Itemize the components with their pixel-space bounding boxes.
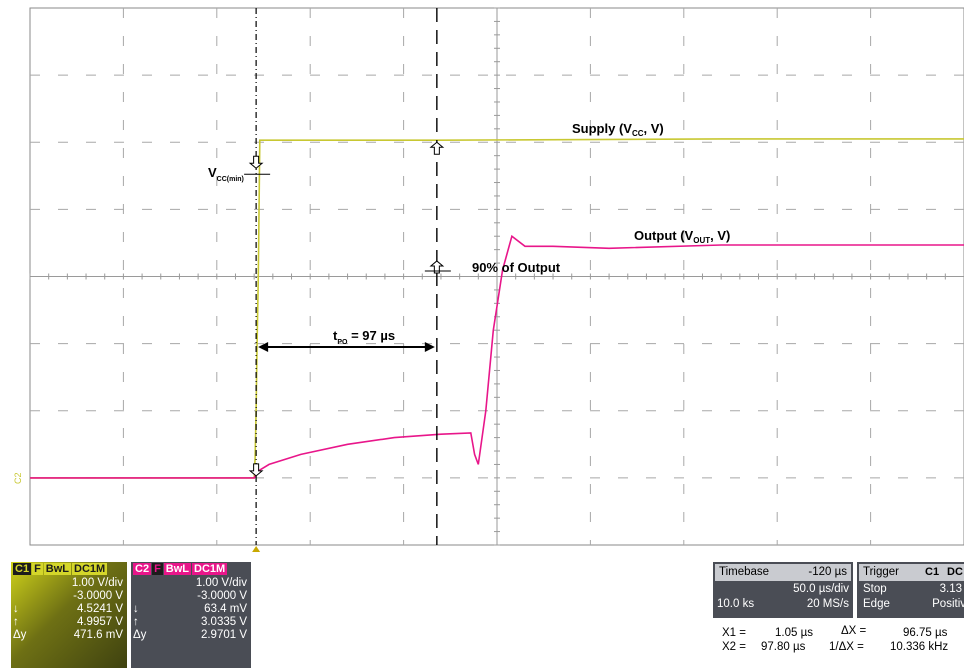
x2-label: X2 = bbox=[722, 641, 746, 653]
vcc-min-label: VCC(min) bbox=[208, 165, 244, 183]
trigger-mode: Stop bbox=[863, 583, 887, 595]
supply-arrow-icon bbox=[429, 141, 445, 155]
tpo-label: tPO = 97 µs bbox=[333, 328, 395, 346]
timebase-rate: 20 MS/s bbox=[806, 598, 849, 610]
c2-offset: -3.0000 V bbox=[197, 590, 247, 602]
timebase-label: Timebase bbox=[719, 566, 770, 578]
trigger-level: 3.13 bbox=[939, 583, 962, 595]
x1-value: 1.05 µs bbox=[775, 627, 813, 639]
c2-delta: 2.9701 V bbox=[200, 629, 247, 641]
c2-cursor2: 3.0335 V bbox=[200, 616, 247, 628]
c1-tag: C1 bbox=[13, 563, 32, 575]
vcc-min-arrow-icon bbox=[248, 155, 264, 169]
c1-bwl-tag: BwL bbox=[43, 563, 72, 575]
c1-vdiv: 1.00 V/div bbox=[71, 577, 123, 589]
cursor-up-arrow-icon: ↑ bbox=[13, 616, 19, 628]
arrow-left-icon bbox=[258, 342, 269, 352]
channel-1-panel[interactable]: C1 F BwL DC1M 1.00 V/div -3.0000 V ↓ 4.5241 … bbox=[11, 562, 127, 668]
cursor-up-arrow-icon: ↑ bbox=[133, 616, 139, 628]
plot-grid bbox=[29, 7, 964, 546]
plot-annotations: Supply (VCC, V) Output (VOUT, V) VCC(min… bbox=[13, 121, 730, 484]
cursor-down-arrow-icon: ↓ bbox=[133, 603, 139, 615]
start-arrow-icon bbox=[248, 463, 264, 477]
channel-2-tags: C2 F BwL DC1M bbox=[131, 562, 251, 577]
trigger-type: Edge bbox=[863, 598, 890, 610]
oscilloscope-plot: Supply (VCC, V) Output (VOUT, V) VCC(min… bbox=[13, 7, 964, 552]
timebase-position: -120 µs bbox=[808, 566, 847, 578]
trigger-marker-icon bbox=[252, 546, 261, 552]
arrow-right-icon bbox=[424, 342, 435, 352]
output-90-arrow-icon bbox=[429, 260, 445, 274]
timebase-samples: 10.0 ks bbox=[717, 598, 755, 610]
c2-filter-tag: F bbox=[152, 563, 163, 575]
c2-cursor1: 63.4 mV bbox=[204, 603, 247, 615]
c1-coupling-tag: DC1M bbox=[72, 563, 108, 575]
c2-tag: C2 bbox=[133, 563, 152, 575]
c1-offset: -3.0000 V bbox=[73, 590, 123, 602]
output-label: Output (VOUT, V) bbox=[634, 228, 730, 245]
delta-x-value: 96.75 µs bbox=[903, 627, 948, 639]
channel-marker: C2 bbox=[13, 472, 23, 484]
x1-label: X1 = bbox=[722, 627, 746, 639]
delta-x-label: ΔX = bbox=[841, 625, 867, 637]
inv-delta-x-value: 10.336 kHz bbox=[890, 641, 949, 653]
plot-traces bbox=[30, 8, 964, 552]
cursor-down-arrow-icon: ↓ bbox=[13, 603, 19, 615]
c2-delta-label: Δy bbox=[133, 629, 147, 641]
channel-1-tags: C1 F BwL DC1M bbox=[11, 562, 127, 577]
trigger-slope: Positiv bbox=[932, 598, 964, 610]
cursor-readout: X1 = 1.05 µs X2 = 97.80 µs ΔX = 96.75 µs… bbox=[713, 625, 964, 665]
c1-filter-tag: F bbox=[32, 563, 43, 575]
inv-delta-x-label: 1/ΔX = bbox=[829, 641, 864, 653]
trigger-coupling-tag: DC bbox=[947, 566, 963, 578]
c1-cursor2: 4.9957 V bbox=[76, 616, 123, 628]
trigger-source-tag: C1 bbox=[925, 566, 940, 578]
ninety-percent-label: 90% of Output bbox=[472, 260, 561, 275]
x2-value: 97.80 µs bbox=[761, 641, 806, 653]
c1-delta-label: Δy bbox=[13, 629, 27, 641]
supply-label: Supply (VCC, V) bbox=[572, 121, 664, 138]
output-trace bbox=[30, 234, 964, 479]
channel-2-panel[interactable]: C2 F BwL DC1M 1.00 V/div -3.0000 V ↓ 63.4 mV… bbox=[131, 562, 251, 668]
timebase-panel[interactable]: Timebase -120 µs 50.0 µs/div 10.0 ks 20 M… bbox=[713, 562, 853, 618]
c1-cursor1: 4.5241 V bbox=[76, 603, 123, 615]
trigger-label: Trigger bbox=[863, 566, 899, 578]
c2-coupling-tag: DC1M bbox=[192, 563, 228, 575]
c2-bwl-tag: BwL bbox=[163, 563, 192, 575]
trigger-panel[interactable]: Trigger C1 DC Stop 3.13 Edge Positiv bbox=[857, 562, 964, 618]
timebase-div: 50.0 µs/div bbox=[793, 583, 849, 595]
c1-delta: 471.6 mV bbox=[73, 629, 123, 641]
c2-vdiv: 1.00 V/div bbox=[195, 577, 247, 589]
